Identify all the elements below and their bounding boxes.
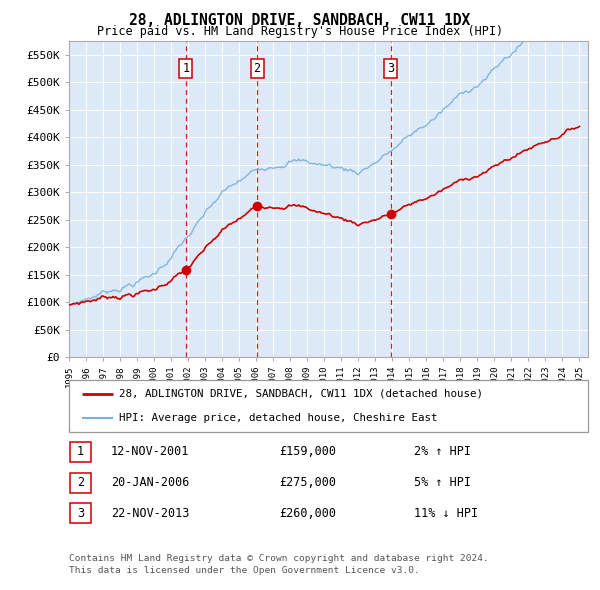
Text: 3: 3 bbox=[77, 507, 84, 520]
Text: 20-JAN-2006: 20-JAN-2006 bbox=[111, 476, 190, 489]
Text: 12-NOV-2001: 12-NOV-2001 bbox=[111, 445, 190, 458]
Text: 22-NOV-2013: 22-NOV-2013 bbox=[111, 507, 190, 520]
Text: 5% ↑ HPI: 5% ↑ HPI bbox=[414, 476, 471, 489]
Text: £275,000: £275,000 bbox=[279, 476, 336, 489]
Text: Contains HM Land Registry data © Crown copyright and database right 2024.: Contains HM Land Registry data © Crown c… bbox=[69, 554, 489, 563]
Text: 11% ↓ HPI: 11% ↓ HPI bbox=[414, 507, 478, 520]
Text: HPI: Average price, detached house, Cheshire East: HPI: Average price, detached house, Ches… bbox=[119, 413, 438, 423]
Text: 2: 2 bbox=[77, 476, 84, 489]
Text: Price paid vs. HM Land Registry's House Price Index (HPI): Price paid vs. HM Land Registry's House … bbox=[97, 25, 503, 38]
Text: 1: 1 bbox=[182, 61, 190, 74]
Text: 2: 2 bbox=[253, 61, 260, 74]
FancyBboxPatch shape bbox=[69, 380, 588, 432]
Text: £159,000: £159,000 bbox=[279, 445, 336, 458]
Text: 1: 1 bbox=[77, 445, 84, 458]
FancyBboxPatch shape bbox=[70, 473, 91, 493]
Text: 28, ADLINGTON DRIVE, SANDBACH, CW11 1DX (detached house): 28, ADLINGTON DRIVE, SANDBACH, CW11 1DX … bbox=[119, 389, 484, 399]
FancyBboxPatch shape bbox=[70, 442, 91, 462]
Text: 28, ADLINGTON DRIVE, SANDBACH, CW11 1DX: 28, ADLINGTON DRIVE, SANDBACH, CW11 1DX bbox=[130, 13, 470, 28]
Text: 2% ↑ HPI: 2% ↑ HPI bbox=[414, 445, 471, 458]
FancyBboxPatch shape bbox=[70, 503, 91, 523]
Text: This data is licensed under the Open Government Licence v3.0.: This data is licensed under the Open Gov… bbox=[69, 566, 420, 575]
Text: 3: 3 bbox=[387, 61, 394, 74]
Text: £260,000: £260,000 bbox=[279, 507, 336, 520]
